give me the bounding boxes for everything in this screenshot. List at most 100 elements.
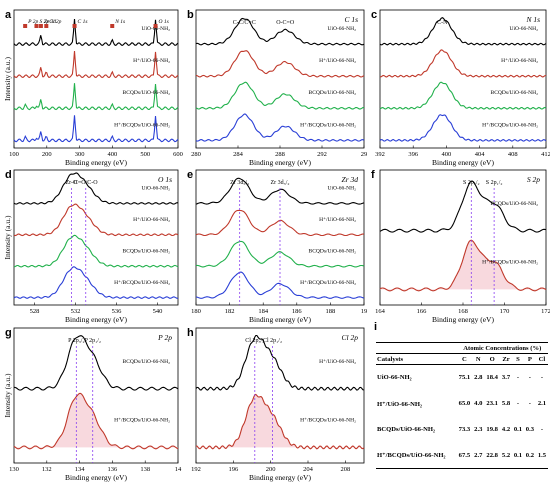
panel-c-frame: [379, 9, 547, 149]
series-line: [13, 83, 179, 111]
x-tick-label: 166: [417, 308, 428, 315]
series-label: H⁺/BCQDs/UiO-66-NH₂: [482, 121, 538, 128]
cell: 0.3: [525, 426, 535, 433]
cell: 75.1: [458, 374, 471, 382]
peak-label: N 1s: [114, 19, 125, 25]
peak-annotation: S 2p₁/₂: [486, 180, 503, 186]
cell: 4.2: [501, 426, 511, 433]
x-tick-label: 19: [361, 308, 368, 315]
series-label: H⁺/UiO-66-NH₂: [133, 216, 170, 223]
panel-b-title: C 1s: [344, 15, 358, 24]
peak-marker: [153, 24, 158, 28]
panel-f-title: S 2p: [527, 175, 540, 184]
cell: 23.1: [486, 400, 498, 407]
series-label: UiO-66-NH₂: [328, 26, 357, 32]
cell: 0.1: [512, 442, 524, 469]
series-line: [13, 203, 179, 237]
series-label: H⁺/UiO-66-NH₂: [319, 358, 356, 365]
peak-marker: [38, 24, 43, 28]
series-label: UiO-66-NH₂: [142, 186, 171, 192]
panel-g-title: P 2p: [157, 333, 172, 342]
series-line: [195, 271, 365, 299]
series-line: [13, 266, 179, 299]
cell: 22.8: [484, 442, 501, 469]
panel-letter-d: d: [5, 169, 12, 181]
series-label: BCQDs/UiO-66-NH₂: [309, 90, 357, 96]
series-line: [13, 51, 179, 79]
series-line: [195, 17, 365, 46]
x-tick-label: 288: [275, 151, 285, 158]
cell: 0.1: [513, 426, 523, 433]
cell: 1.5: [535, 442, 548, 469]
panel-letter-g: g: [5, 327, 12, 339]
panel-g-frame: [13, 327, 179, 464]
cell-catalyst: UiO-66-NH₂: [377, 374, 412, 382]
x-tick-label: 528: [30, 308, 40, 315]
cell: 2.7: [472, 442, 485, 469]
x-tick-label: 184: [258, 308, 269, 315]
panel-letter-h: h: [187, 327, 194, 339]
series-label: H⁺/BCQDs/UiO-66-NH₂: [114, 279, 170, 286]
series-label: H⁺/BCQDs/UiO-66-NH₂: [300, 279, 356, 286]
x-tick-label: 208: [340, 466, 350, 473]
panel-letter-i: i: [374, 321, 378, 333]
cell: -: [528, 374, 531, 382]
cell: 67.5: [456, 442, 473, 469]
cell: -: [540, 374, 544, 382]
x-tick-label: 600: [173, 151, 183, 158]
peak-marker: [23, 24, 28, 28]
table-row: BCQDs/UiO-66-NH₂ 73.3 2.3 19.8 4.2 0.1 0…: [376, 417, 548, 443]
series-line: [379, 114, 547, 142]
col-o: O: [484, 353, 501, 365]
cell: 18.4: [486, 374, 498, 382]
cell-catalyst: BCQDs/UiO-66-NH₂: [377, 426, 436, 433]
series-line: [379, 81, 547, 110]
x-tick-label: 138: [140, 466, 150, 473]
panel-d-title: O 1s: [158, 175, 172, 184]
col-catalysts: Catalysts: [376, 353, 457, 365]
panel-letter-e: e: [187, 169, 193, 181]
x-tick-label: 404: [475, 151, 486, 158]
fit-area: [14, 393, 178, 449]
x-tick-label: 134: [75, 466, 86, 473]
table-title: Atomic Concentrations (%): [456, 342, 548, 354]
cell: 0.2: [523, 442, 536, 469]
x-tick-label: 172: [541, 308, 550, 315]
col-s: S: [512, 353, 524, 365]
cell-catalyst: H⁺/BCQDs/UiO-66-NH₂: [376, 442, 457, 469]
peak-marker: [72, 24, 77, 28]
col-n: N: [472, 353, 485, 365]
peak-annotation: P 2p₃/₂: [68, 338, 84, 344]
x-tick-label: 204: [303, 466, 314, 473]
series-line: [13, 392, 179, 450]
series-label: UiO-66-NH₂: [328, 186, 357, 192]
peak-annotation: C=O/C-O: [74, 180, 98, 186]
peak-annotation: S 2p₃/₂: [463, 180, 480, 186]
series-label: UiO-66-NH₂: [142, 26, 171, 32]
series-label: UiO-66-NH₂: [510, 26, 539, 32]
y-axis-label: Intensity (a.u.): [3, 373, 12, 417]
x-tick-label: 200: [266, 466, 276, 473]
x-tick-label: 182: [225, 308, 235, 315]
cell: 2.1: [537, 400, 547, 407]
x-tick-label: 164: [375, 308, 386, 315]
peak-annotation: Cl 2p₁/₂: [263, 338, 282, 344]
series-line: [195, 240, 365, 268]
cell: 2.3: [474, 426, 483, 433]
col-p: P: [523, 353, 536, 365]
panel-letter-f: f: [371, 169, 375, 181]
series-label: BCQDs/UiO-66-NH₂: [491, 201, 539, 207]
x-axis-label: Binding energy (eV): [249, 315, 311, 324]
cell: 5.2: [500, 442, 512, 469]
x-tick-label: 186: [292, 308, 303, 315]
x-tick-label: 540: [153, 308, 163, 315]
series-line: [195, 113, 365, 142]
x-tick-label: 192: [191, 466, 201, 473]
x-tick-label: 532: [71, 308, 81, 315]
x-tick-label: 200: [42, 151, 52, 158]
series-line: [13, 172, 179, 205]
x-tick-label: 180: [191, 308, 201, 315]
peak-annotation: O-C=O: [276, 20, 295, 26]
x-tick-label: 500: [140, 151, 150, 158]
